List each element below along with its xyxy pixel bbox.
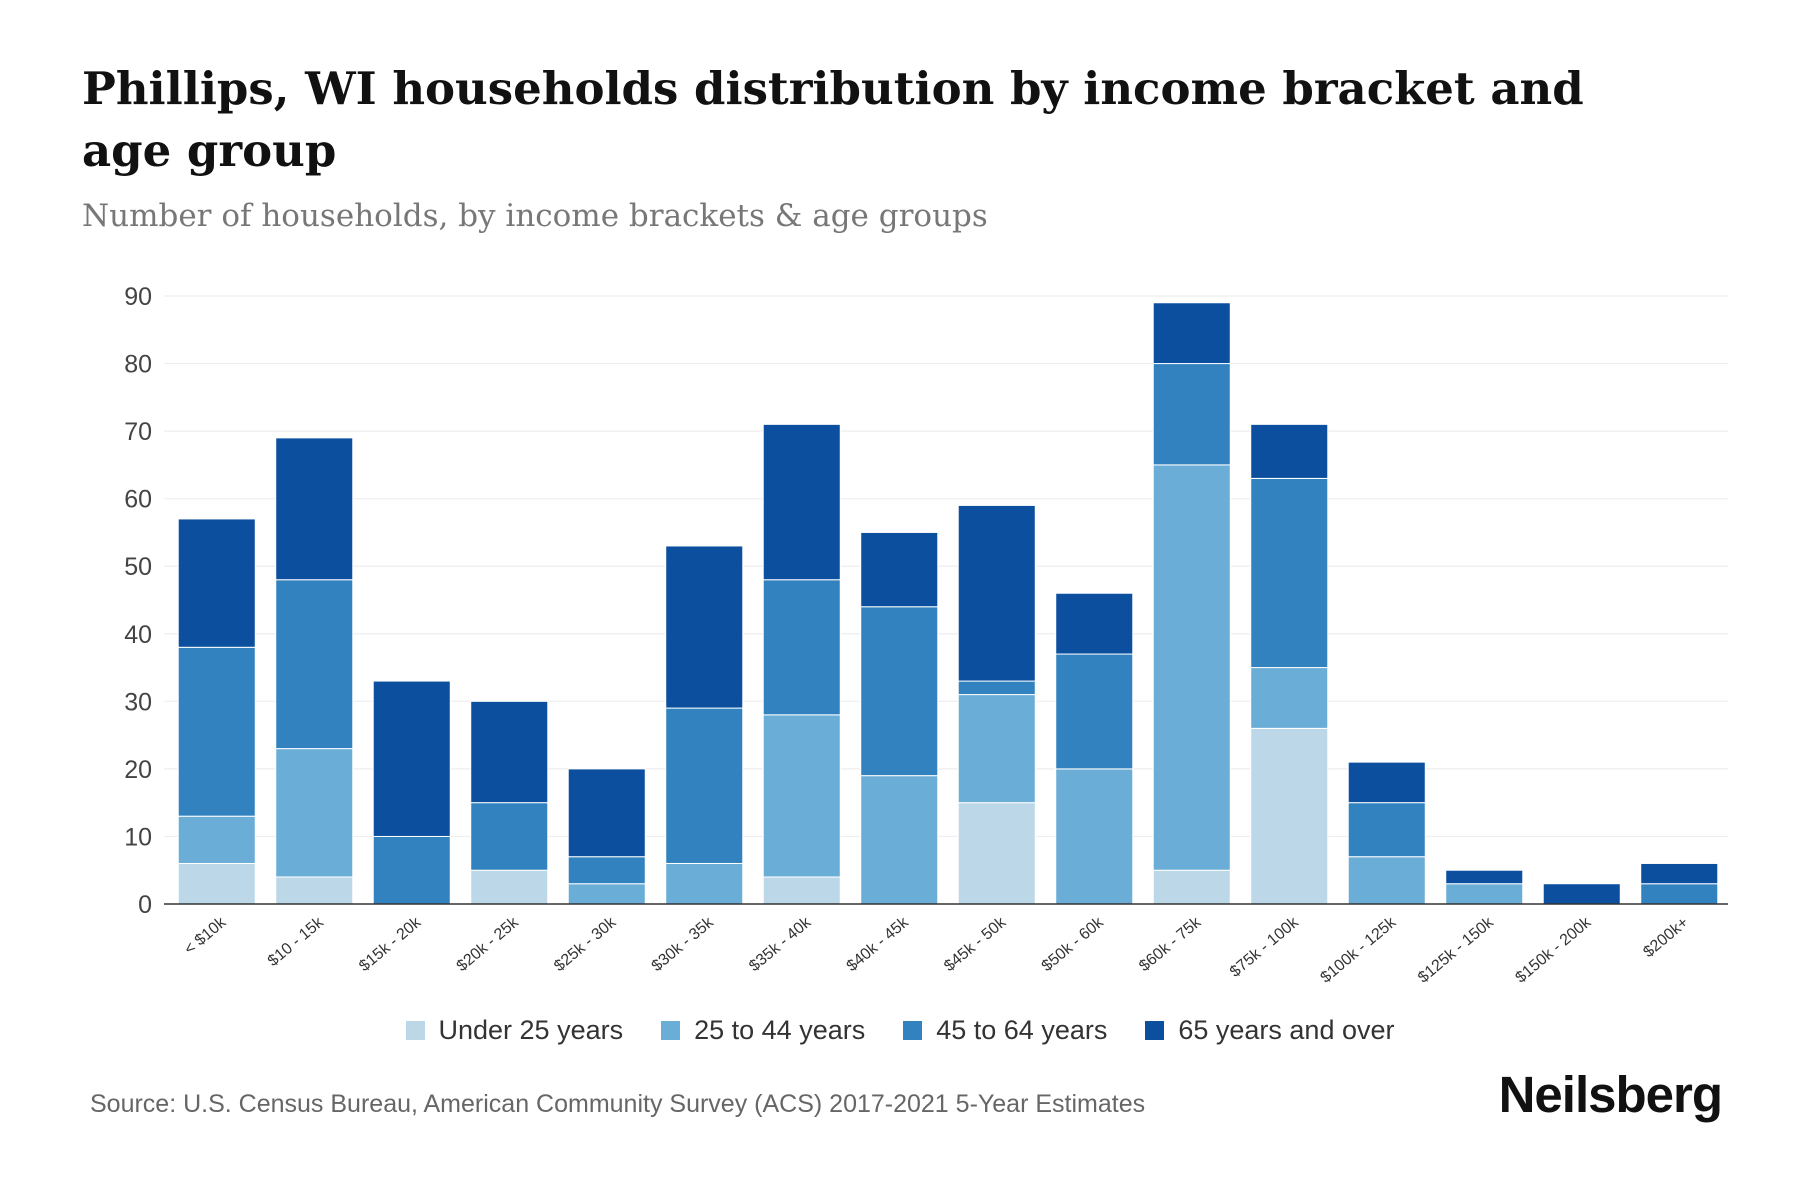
bar-segment (275, 579, 354, 750)
legend-item: 65 years and over (1145, 1015, 1395, 1046)
bar-segment (177, 862, 256, 905)
x-tick-label: $60k - 75k (1136, 913, 1205, 975)
legend-label: Under 25 years (438, 1015, 624, 1045)
x-tick-label: $35k - 40k (746, 913, 815, 975)
bar-segment (860, 531, 939, 608)
bar-segment (1250, 477, 1329, 669)
bar-segment (177, 646, 256, 817)
x-tick-label: $100k - 125k (1318, 913, 1401, 986)
bar-segment (957, 504, 1036, 682)
bar-segment (1250, 727, 1329, 905)
bar-segment (1152, 363, 1231, 466)
bar-segment (1445, 869, 1524, 885)
legend-swatch (405, 1021, 425, 1040)
bar-segment (1347, 761, 1426, 804)
bar-segment (177, 518, 256, 648)
bar-segment (1152, 302, 1231, 365)
bar-segment (1055, 768, 1134, 905)
y-tick-label: 50 (124, 553, 152, 581)
legend-swatch (1145, 1021, 1165, 1040)
legend-label: 65 years and over (1178, 1015, 1395, 1045)
bar-segment (957, 802, 1036, 905)
y-tick-label: 0 (138, 891, 152, 919)
bar-segment (1055, 592, 1134, 655)
bar-segment (275, 876, 354, 905)
x-tick-label: < $10k (181, 913, 230, 958)
bar-segment (665, 545, 744, 709)
bar-segment (567, 768, 646, 858)
bar-segment (1542, 883, 1621, 905)
bar-segment (567, 856, 646, 885)
chart-legend: Under 25 years 25 to 44 years 45 to 64 yea… (0, 1015, 1800, 1046)
bar-segment (275, 437, 354, 581)
x-tick-label: $125k - 150k (1415, 913, 1498, 986)
x-tick-label: $25k - 30k (551, 913, 620, 975)
bar-segment (860, 775, 939, 905)
legend-swatch (661, 1021, 681, 1040)
bar-segment (1347, 802, 1426, 858)
bar-segment (957, 680, 1036, 696)
y-tick-label: 30 (124, 688, 152, 716)
bar-segment (860, 606, 939, 777)
bar-segment (177, 815, 256, 864)
x-tick-label: $50k - 60k (1039, 913, 1108, 975)
y-tick-label: 20 (124, 756, 152, 784)
y-tick-label: 10 (124, 823, 152, 851)
legend-item: 45 to 64 years (903, 1015, 1107, 1046)
bar-segment (762, 876, 841, 905)
bar-segment (1640, 883, 1719, 905)
bar-segment (762, 714, 841, 878)
bar-segment (470, 869, 549, 905)
bar-segment (372, 835, 451, 905)
x-tick-label: $200k+ (1640, 914, 1691, 961)
legend-swatch (903, 1021, 923, 1040)
chart-subtitle: Number of households, by income brackets… (82, 198, 988, 234)
y-tick-label: 80 (124, 351, 152, 379)
x-tick-label: $30k - 35k (649, 913, 718, 975)
y-tick-label: 70 (124, 418, 152, 446)
legend-label: 25 to 44 years (694, 1015, 866, 1045)
y-tick-label: 40 (124, 621, 152, 649)
bar-segment (762, 423, 841, 581)
brand-logo: Neilsberg (1498, 1066, 1723, 1123)
x-tick-label: $10 - 15k (265, 913, 328, 970)
source-note: Source: U.S. Census Bureau, American Com… (90, 1090, 1146, 1118)
bar-segment (275, 748, 354, 878)
x-tick-label: $75k - 100k (1227, 913, 1303, 980)
bar-segment (665, 862, 744, 905)
bar-segment (1640, 862, 1719, 885)
bar-segment (1445, 883, 1524, 905)
x-tick-label: $150k - 200k (1513, 913, 1596, 986)
y-tick-label: 60 (124, 486, 152, 514)
legend-item: Under 25 years (405, 1015, 624, 1046)
bar-segment (567, 883, 646, 905)
x-tick-label: $20k - 25k (454, 913, 523, 975)
chart-title: Phillips, WI households distribution by … (82, 62, 1584, 177)
x-tick-label: $15k - 20k (356, 913, 425, 975)
bar-segment (470, 802, 549, 871)
y-tick-label: 90 (124, 283, 152, 311)
legend-item: 25 to 44 years (661, 1015, 865, 1046)
bar-segment (470, 700, 549, 804)
x-tick-label: $45k - 50k (941, 913, 1010, 975)
bar-segment (1250, 423, 1329, 479)
bar-segment (1347, 856, 1426, 905)
x-tick-label: $40k - 45k (844, 913, 913, 975)
bar-segment (1152, 869, 1231, 905)
bar-segment (665, 707, 744, 864)
legend-label: 45 to 64 years (936, 1015, 1108, 1045)
bar-segment (1055, 653, 1134, 770)
bar-segment (762, 579, 841, 716)
bar-segment (957, 694, 1036, 804)
bar-segment (1152, 464, 1231, 871)
bar-segment (1250, 667, 1329, 729)
bar-segment (372, 680, 451, 837)
